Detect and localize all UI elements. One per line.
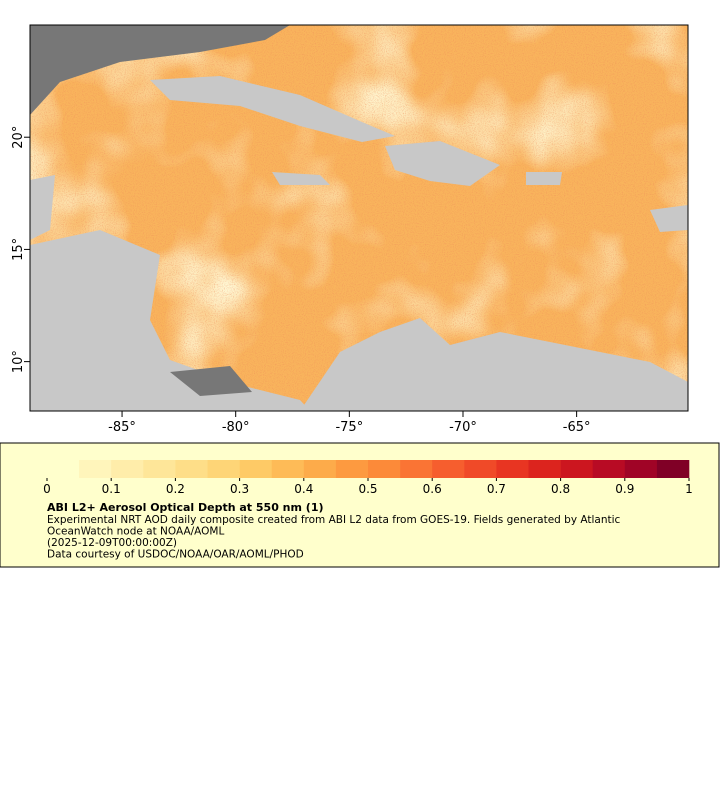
description-line: Experimental NRT AOD daily composite cre…	[47, 514, 621, 526]
colorbar: 0 0.1 0.2 0.3 0.4 0.5 0.6 0.7 0.8 0.9 1	[43, 460, 693, 496]
y-tick-label: 15°	[11, 238, 26, 261]
land	[30, 230, 310, 411]
colorbar-step	[400, 460, 433, 478]
legend-title: ABI L2+ Aerosol Optical Depth at 550 nm …	[47, 501, 324, 514]
colorbar-step	[175, 460, 208, 478]
colorbar-tick-label: 0.4	[294, 482, 313, 496]
map-frame	[29, 24, 689, 412]
land	[385, 141, 500, 186]
y-tick-label: 20°	[11, 126, 26, 149]
land	[526, 172, 562, 185]
map-raster	[30, 25, 688, 411]
colorbar-tick-label: 0.1	[102, 482, 121, 496]
x-tick-label: -70°	[449, 420, 477, 435]
colorbar-step	[368, 460, 401, 478]
colorbar-step	[592, 460, 626, 478]
land-nodata	[30, 25, 290, 115]
colorbar-step	[624, 460, 658, 478]
land	[272, 172, 330, 185]
colorbar-step	[560, 460, 593, 478]
colorbar-tick-label: 0	[43, 482, 51, 496]
legend-description: Experimental NRT AOD daily composite cre…	[47, 514, 621, 561]
colorbar-step	[79, 460, 112, 478]
description-line: (2025-12-09T00:00:00Z)	[47, 537, 177, 549]
colorbar-step	[143, 460, 176, 478]
axes: -85° -80° -75° -70° -65° 10° 15° 20°	[11, 126, 590, 435]
x-tick-label: -85°	[108, 420, 136, 435]
land	[30, 175, 55, 240]
colorbar-tick-label: 0.6	[423, 482, 442, 496]
colorbar-tick-label: 0.7	[487, 482, 506, 496]
y-tick-label: 10°	[11, 350, 26, 373]
land	[300, 318, 688, 411]
colorbar-step	[335, 460, 369, 478]
colorbar-tick-label: 0.3	[230, 482, 249, 496]
colorbar-tick-label: 1	[685, 482, 693, 496]
land	[150, 76, 395, 142]
colorbar-tick-label: 0.8	[551, 482, 570, 496]
colorbar-step	[271, 460, 305, 478]
x-tick-label: -65°	[563, 420, 591, 435]
colorbar-step	[528, 460, 561, 478]
colorbar-tick-label: 0.5	[358, 482, 377, 496]
colorbar-step	[496, 460, 529, 478]
description-line: OceanWatch node at NOAA/AOML	[47, 526, 224, 538]
colorbar-step	[656, 460, 690, 478]
colorbar-step	[303, 460, 337, 478]
colorbar-tick-label: 0.2	[166, 482, 185, 496]
x-tick-label: -80°	[222, 420, 250, 435]
land-nodata	[170, 366, 252, 396]
description-line: Data courtesy of USDOC/NOAA/OAR/AOML/PHO…	[47, 549, 304, 561]
colorbar-step	[207, 460, 240, 478]
land	[650, 205, 688, 232]
colorbar-tick-label: 0.9	[615, 482, 634, 496]
colorbar-step	[464, 460, 497, 478]
x-tick-label: -75°	[335, 420, 363, 435]
colorbar-step	[111, 460, 144, 478]
colorbar-step	[432, 460, 465, 478]
colorbar-step	[239, 460, 272, 478]
colorbar-step	[47, 460, 80, 478]
